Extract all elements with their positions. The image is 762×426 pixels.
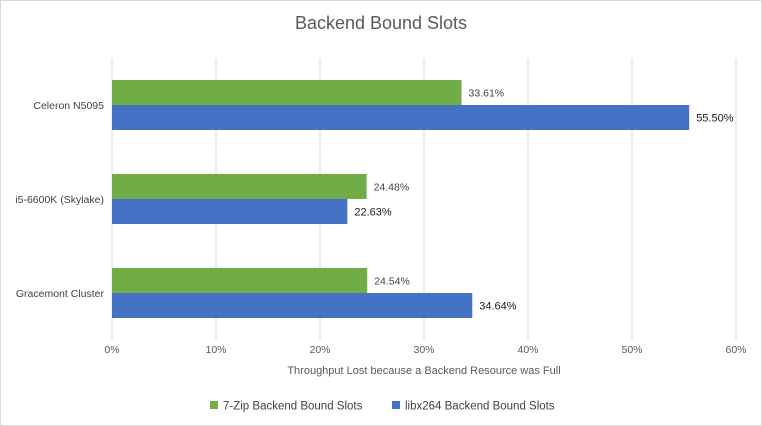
x-tick-label: 50% [621, 344, 642, 356]
data-label: 34.64% [479, 301, 517, 313]
legend-swatch [392, 401, 400, 409]
bar [112, 199, 348, 224]
bar [112, 268, 368, 293]
x-tick-label: 60% [725, 344, 746, 356]
x-axis-label: Throughput Lost because a Backend Resour… [287, 365, 560, 377]
x-tick-label: 30% [413, 344, 434, 356]
legend: 7-Zip Backend Bound Slots libx264 Backend… [210, 401, 555, 413]
legend-swatch [210, 401, 218, 409]
category-label: Celeron N5095 [33, 100, 104, 112]
bar [112, 174, 367, 199]
bar [112, 293, 473, 318]
data-label: 33.61% [469, 88, 505, 100]
bars: 33.61% 55.50% 24.48% 22.63% 24.54% 34.64% [112, 80, 734, 318]
x-tick-label: 0% [104, 344, 119, 356]
bar [112, 80, 462, 105]
category-labels: Celeron N5095 i5-6600K (Skylake) Gracemont… [15, 100, 104, 300]
category-label: i5-6600K (Skylake) [15, 194, 104, 206]
category-label: Gracemont Cluster [16, 288, 105, 300]
legend-label: 7-Zip Backend Bound Slots [223, 401, 363, 413]
x-tick-label: 40% [517, 344, 538, 356]
bar [112, 105, 690, 130]
data-label: 24.54% [374, 276, 410, 288]
data-label: 24.48% [374, 182, 410, 194]
legend-label: libx264 Backend Bound Slots [405, 401, 555, 413]
data-label: 55.50% [696, 113, 734, 125]
chart-title: Backend Bound Slots [295, 13, 467, 33]
x-tick-label: 20% [309, 344, 330, 356]
x-tick-label: 10% [205, 344, 226, 356]
x-axis-ticks: 0% 10% 20% 30% 40% 50% 60% [104, 344, 746, 356]
data-label: 22.63% [354, 207, 392, 219]
